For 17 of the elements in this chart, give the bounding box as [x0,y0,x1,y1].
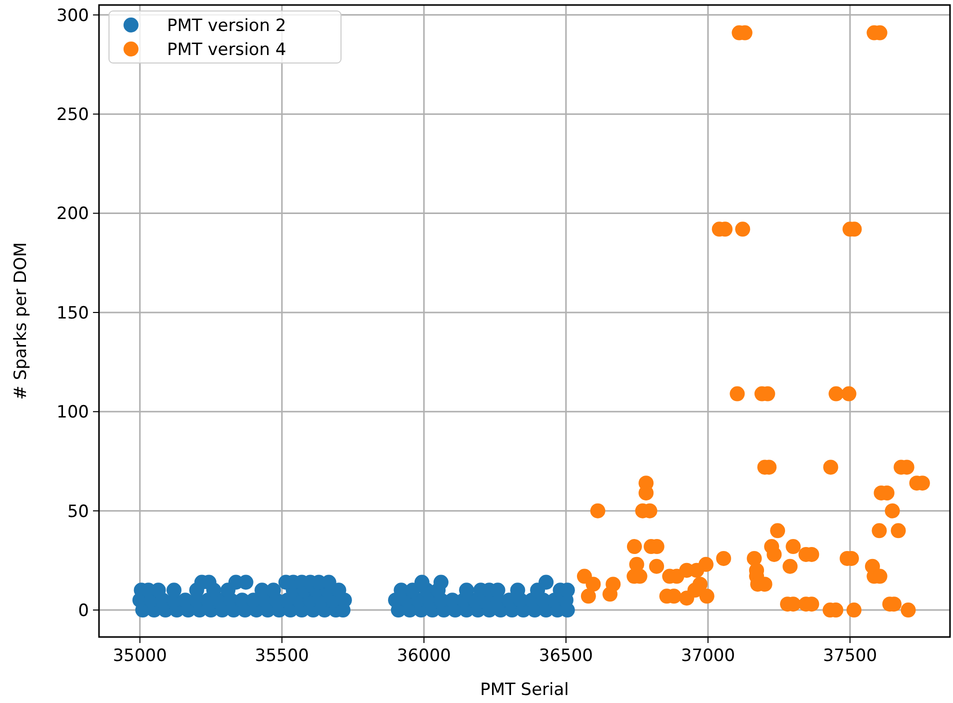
legend-label: PMT version 4 [167,40,286,60]
y-tick-label: 200 [56,204,89,224]
y-axis-title: # Sparks per DOM [11,242,31,400]
x-tick-label: 36500 [538,646,594,666]
y-tick-label: 150 [56,303,89,324]
x-tick-label: 35000 [112,646,167,666]
x-axis-title: PMT Serial [480,680,569,700]
x-tick-label: 36000 [396,646,451,666]
x-tick-label: 35500 [254,646,309,666]
y-tick-label: 100 [56,402,89,423]
x-tick-label: 37500 [822,646,878,666]
y-tick-label: 0 [78,600,89,621]
legend-label: PMT version 2 [167,16,286,36]
y-tick-label: 250 [56,105,89,126]
y-tick-label: 300 [56,6,89,26]
y-tick-label: 50 [67,502,89,522]
x-tick-label: 37000 [680,646,736,666]
